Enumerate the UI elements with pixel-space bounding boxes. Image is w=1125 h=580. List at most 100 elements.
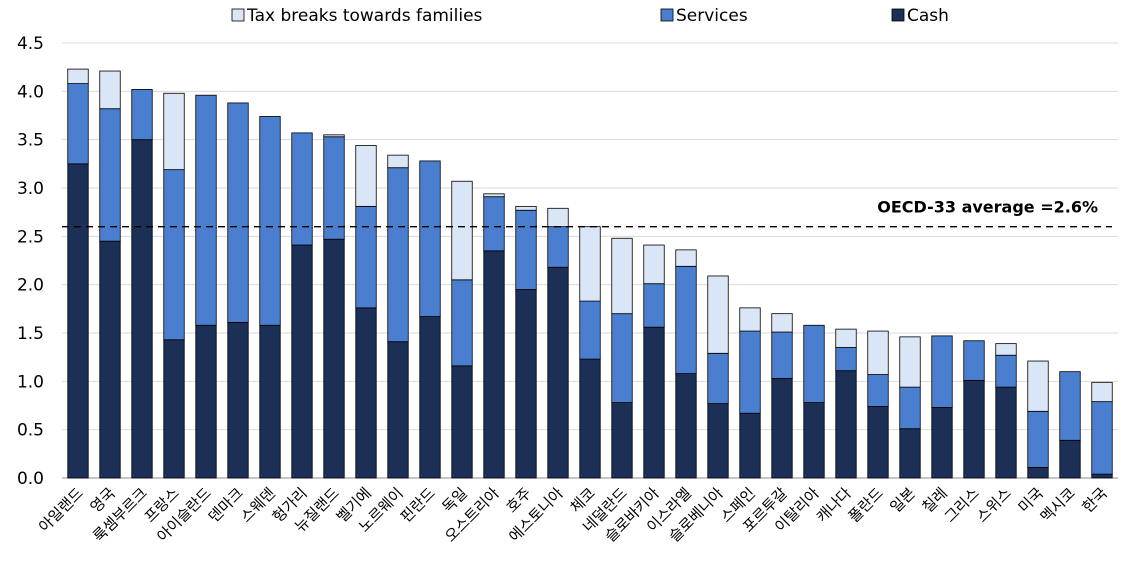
bar-segment-cash (803, 402, 825, 479)
y-tick-label: 1.0 (17, 372, 44, 392)
x-tick-label: 아일랜드 (35, 484, 87, 536)
y-axis: 0.0 0.5 1.0 1.5 2.0 2.5 3.0 3.5 4.0 4.5 (17, 34, 44, 489)
bar-segment-services (227, 102, 249, 323)
y-tick-label: 2.5 (17, 227, 44, 247)
x-tick-label: 스웨덴 (237, 484, 279, 526)
bar-segment-services (675, 265, 697, 374)
legend-swatch (231, 8, 245, 22)
legend-label: Cash (907, 6, 949, 26)
bar-segment-services (1091, 401, 1113, 475)
bar-segment-tax-breaks-towards-families (547, 207, 569, 228)
bar-segment-services (963, 340, 985, 381)
bar-segment-cash (483, 250, 505, 479)
y-tick-label: 0.0 (17, 469, 44, 489)
bar-segment-services (547, 226, 569, 268)
bar-segment-cash (163, 339, 185, 479)
bar-segment-cash (419, 316, 441, 479)
bar-segment-tax-breaks-towards-families (515, 205, 537, 211)
bar-segment-cash (323, 238, 345, 479)
x-tick-label: 그리스 (941, 484, 983, 526)
bar-segment-services (355, 205, 377, 309)
legend-label: Services (676, 6, 748, 26)
bar-segment-cash (515, 289, 537, 479)
y-tick-label: 2.0 (17, 276, 44, 296)
bar-segment-cash (931, 407, 953, 479)
bar-segment-services (611, 313, 633, 403)
oecd-average-label: OECD-33 average =2.6% (877, 198, 1098, 217)
bar-segment-services (899, 386, 921, 430)
bar-segment-tax-breaks-towards-families (323, 134, 345, 138)
bar-segment-tax-breaks-towards-families (611, 237, 633, 315)
bar-segment-tax-breaks-towards-families (451, 180, 473, 281)
bar-segment-services (419, 160, 441, 317)
bar-segment-cash (1091, 473, 1113, 479)
bar-segment-tax-breaks-towards-families (867, 330, 889, 375)
x-tick-label: 폴란드 (845, 484, 887, 526)
y-tick-label: 1.5 (17, 324, 44, 344)
bar-segment-tax-breaks-towards-families (643, 244, 665, 285)
bar-segment-cash (643, 326, 665, 479)
bar-segment-tax-breaks-towards-families (387, 154, 409, 169)
bar-segment-tax-breaks-towards-families (835, 328, 857, 348)
x-tick-label: 핀란드 (397, 484, 439, 526)
y-tick-label: 4.0 (17, 82, 44, 102)
bar-segment-services (195, 94, 217, 326)
bar-segment-services (643, 283, 665, 328)
bar-segment-tax-breaks-towards-families (483, 193, 505, 198)
bar-segment-services (451, 279, 473, 367)
x-tick-label: 스위스 (973, 484, 1015, 526)
bar-segment-tax-breaks-towards-families (1027, 360, 1049, 412)
x-tick-label: 한국 (1079, 484, 1111, 516)
bar-segment-tax-breaks-towards-families (707, 275, 729, 354)
bar-segment-services (163, 169, 185, 341)
bar-segment-cash (387, 341, 409, 479)
bar-segment-services (259, 116, 281, 326)
bar-segment-services (99, 108, 121, 242)
bar-segment-tax-breaks-towards-families (995, 343, 1017, 356)
bar-segment-cash (1027, 466, 1049, 479)
bar-segment-cash (771, 378, 793, 479)
bar-segment-cash (675, 373, 697, 479)
y-tick-label: 0.5 (17, 421, 44, 441)
bar-segment-cash (611, 402, 633, 479)
bar-segment-services (835, 347, 857, 372)
bar-segment-services (579, 300, 601, 360)
y-tick-label: 3.5 (17, 131, 44, 151)
bar-segment-cash (1059, 439, 1081, 479)
bar-segment-services (803, 324, 825, 403)
bar-segment-tax-breaks-towards-families (163, 92, 185, 171)
bar-segment-services (131, 89, 153, 141)
bar-segment-cash (67, 163, 89, 479)
bar-segment-tax-breaks-towards-families (579, 226, 601, 302)
bar-segment-services (67, 83, 89, 165)
bar-segment-services (387, 167, 409, 343)
bar-segment-cash (355, 307, 377, 479)
bar-segment-services (707, 352, 729, 404)
x-tick-label: 일본 (887, 484, 919, 516)
bar-segment-tax-breaks-towards-families (675, 249, 697, 267)
bar-segment-services (515, 209, 537, 290)
bar-segment-services (1027, 410, 1049, 468)
bar-segment-services (291, 132, 313, 246)
legend-swatch (891, 8, 905, 22)
bar-segment-services (867, 374, 889, 407)
bar-segment-cash (707, 403, 729, 479)
bar-segment-tax-breaks-towards-families (771, 313, 793, 333)
bar-segment-services (739, 330, 761, 414)
bar-segment-cash (867, 406, 889, 479)
bar-segment-tax-breaks-towards-families (899, 336, 921, 388)
bar-segment-cash (835, 370, 857, 479)
bar-segment-tax-breaks-towards-families (99, 70, 121, 110)
bar-segment-cash (579, 358, 601, 479)
bar-segment-cash (995, 386, 1017, 479)
bar-segment-cash (291, 244, 313, 479)
legend: Tax breaks towards families Services Cash (231, 6, 949, 26)
bar-segment-services (323, 136, 345, 240)
bar-segment-tax-breaks-towards-families (739, 307, 761, 332)
bars (67, 68, 1113, 479)
legend-label: Tax breaks towards families (246, 6, 483, 26)
bar-segment-services (1059, 371, 1081, 441)
bar-segment-cash (131, 139, 153, 479)
bar-segment-cash (259, 324, 281, 479)
